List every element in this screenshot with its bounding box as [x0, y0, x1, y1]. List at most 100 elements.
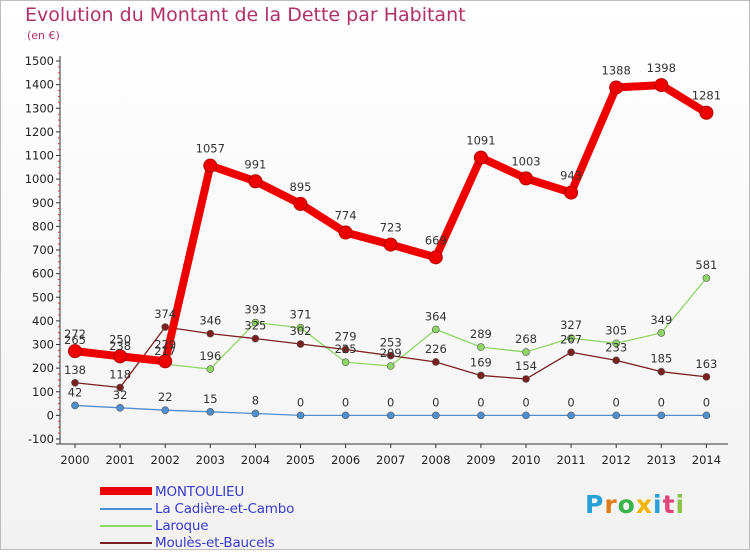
- data-label: 226: [425, 342, 447, 356]
- data-label: 325: [244, 319, 266, 333]
- data-point: [428, 250, 443, 265]
- data-point: [251, 334, 260, 343]
- proxiti-logo: Proxiti: [585, 490, 685, 519]
- data-point: [702, 373, 711, 381]
- data-label: 393: [244, 303, 266, 317]
- data-point: [609, 80, 624, 95]
- x-tick-label: 2011: [556, 453, 585, 467]
- legend-label-la-cadiere-et-cambo: La Cadière-et-Cambo: [155, 501, 295, 517]
- legend-label-moules-et-baucels: Moulès-et-Baucels: [155, 535, 275, 551]
- data-point: [386, 351, 395, 360]
- data-point: [341, 345, 350, 354]
- chart-unit-label: (en €): [27, 29, 60, 42]
- data-label: 0: [477, 395, 484, 409]
- data-label: 8: [252, 393, 259, 407]
- data-point: [612, 411, 621, 420]
- data-point: [206, 329, 215, 338]
- data-point: [702, 411, 711, 420]
- data-label: 0: [522, 395, 529, 409]
- data-point: [657, 329, 666, 337]
- x-tick-label: 2013: [647, 453, 676, 467]
- data-label: 279: [335, 329, 357, 343]
- logo-letter: r: [604, 490, 618, 519]
- data-point: [431, 411, 440, 420]
- data-label: 1057: [196, 142, 225, 156]
- data-point: [158, 354, 173, 369]
- data-label: 943: [560, 169, 582, 183]
- data-point: [206, 365, 215, 373]
- data-label: 774: [335, 209, 357, 223]
- y-tick-label: 700: [32, 243, 54, 257]
- data-point: [296, 323, 305, 332]
- data-point: [383, 237, 398, 252]
- data-label: 253: [380, 336, 402, 350]
- data-label: 0: [432, 395, 439, 409]
- y-tick-label: 1300: [25, 101, 54, 115]
- data-label: 364: [425, 309, 447, 323]
- data-label: 163: [695, 357, 717, 371]
- data-label: 895: [290, 180, 312, 194]
- data-label: 169: [470, 355, 492, 369]
- data-label: 32: [113, 388, 128, 402]
- data-label: 723: [380, 221, 402, 235]
- data-point: [657, 411, 666, 420]
- x-tick-label: 2009: [466, 453, 495, 467]
- data-point: [206, 408, 215, 416]
- data-point: [293, 196, 308, 211]
- data-label: 374: [154, 307, 176, 321]
- y-tick-label: 600: [32, 267, 54, 281]
- data-point: [161, 406, 169, 414]
- x-tick-label: 2000: [60, 453, 89, 467]
- data-label: 22: [158, 390, 173, 404]
- y-tick-label: 100: [32, 385, 54, 399]
- y-tick-label: 1200: [25, 125, 54, 139]
- data-point: [522, 348, 530, 356]
- data-point: [431, 325, 440, 334]
- data-point: [113, 349, 128, 364]
- data-label: 250: [109, 332, 131, 346]
- data-point: [567, 348, 575, 357]
- data-label: 0: [658, 395, 665, 409]
- legend-label-laroque: Laroque: [155, 518, 209, 534]
- data-label: 371: [290, 308, 312, 322]
- data-point: [338, 225, 353, 240]
- y-tick-label: 1000: [25, 172, 54, 186]
- data-label: 138: [64, 363, 86, 377]
- data-label: 0: [703, 395, 710, 409]
- logo-letter: o: [617, 490, 636, 519]
- x-tick-label: 2006: [331, 453, 360, 467]
- data-label: 42: [68, 385, 83, 399]
- data-label: 302: [290, 324, 312, 338]
- data-point: [702, 274, 711, 282]
- data-point: [612, 356, 621, 365]
- chart-title: Evolution du Montant de la Dette par Hab…: [25, 4, 466, 26]
- data-label: 669: [425, 233, 447, 247]
- x-tick-label: 2012: [602, 453, 631, 467]
- logo-letter: t: [662, 490, 676, 519]
- data-point: [431, 358, 440, 366]
- data-label: 209: [380, 346, 402, 360]
- data-point: [522, 411, 530, 420]
- data-point: [116, 404, 124, 412]
- x-tick-label: 2005: [286, 453, 315, 467]
- legend-swatch-la-cadiere-et-cambo: [100, 508, 152, 510]
- x-tick-label: 2008: [421, 453, 450, 467]
- data-point: [612, 339, 621, 348]
- data-label: 0: [387, 395, 394, 409]
- y-tick-label: -100: [28, 432, 54, 446]
- data-point: [386, 411, 395, 420]
- data-label: 0: [342, 395, 349, 409]
- data-label: 349: [650, 313, 672, 327]
- x-tick-label: 2010: [511, 453, 540, 467]
- x-tick-label: 2004: [241, 453, 270, 467]
- data-point: [116, 383, 124, 392]
- data-label: 1003: [511, 154, 540, 168]
- data-point: [203, 158, 218, 173]
- data-point: [68, 344, 82, 359]
- data-label: 185: [650, 352, 672, 366]
- data-label: 1398: [647, 61, 676, 75]
- data-point: [477, 371, 485, 380]
- y-tick-label: 800: [32, 219, 54, 233]
